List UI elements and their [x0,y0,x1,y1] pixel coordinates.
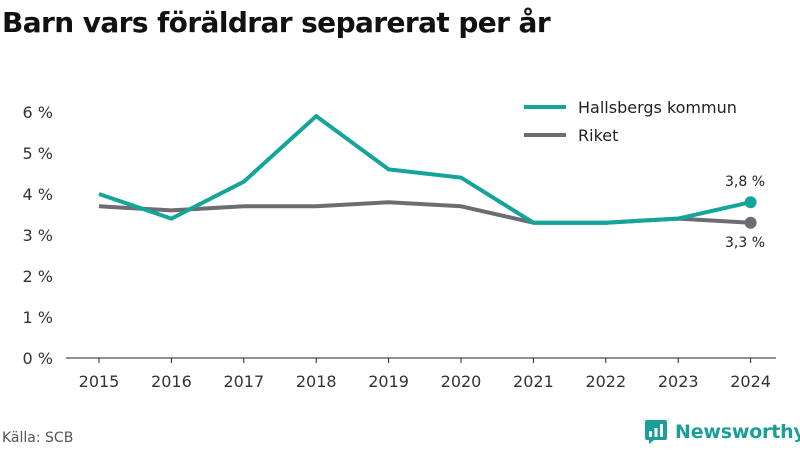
y-tick-label: 6 % [23,103,53,122]
brand-name: Newsworthy [675,421,800,443]
x-tick-label: 2021 [513,372,554,391]
chart-title: Barn vars föräldrar separerat per år [2,6,551,39]
y-axis: 0 % 1 % 2 % 3 % 4 % 5 % 6 % [23,103,53,368]
legend-label-riket: Riket [578,126,618,145]
y-tick-label: 5 % [23,144,53,163]
x-tick-label: 2024 [730,372,771,391]
x-tick-label: 2016 [151,372,192,391]
series-layer [98,114,757,229]
source-note: Källa: SCB [2,430,74,446]
y-tick-label: 0 % [23,349,53,368]
x-tick-label: 2023 [658,372,699,391]
x-tick-label: 2020 [441,372,482,391]
x-tick-label: 2022 [585,372,626,391]
y-tick-label: 4 % [23,185,53,204]
newsworthy-icon [645,420,667,444]
end-label-riket: 3,3 % [725,235,765,251]
x-tick-label: 2019 [368,372,409,391]
end-labels: 3,8 % 3,3 % [725,174,765,251]
legend-background [516,94,762,156]
brand-logo: Newsworthy [644,419,800,445]
legend: Hallsbergs kommun Riket [516,94,762,156]
x-tick-label: 2018 [296,372,337,391]
x-axis: 2015 2016 2017 2018 2019 2020 2021 2022 2023 2024 [66,357,776,391]
y-tick-label: 2 % [23,267,53,286]
x-tick-label: 2017 [223,372,264,391]
y-tick-label: 3 % [23,226,53,245]
series-end-point-riket [744,216,757,229]
series-line-kommun [98,114,752,225]
legend-label-kommun: Hallsbergs kommun [578,98,737,117]
series-end-point-kommun [744,196,757,209]
end-label-kommun: 3,8 % [725,174,765,190]
x-tick-label: 2015 [79,372,120,391]
y-tick-label: 1 % [23,308,53,327]
